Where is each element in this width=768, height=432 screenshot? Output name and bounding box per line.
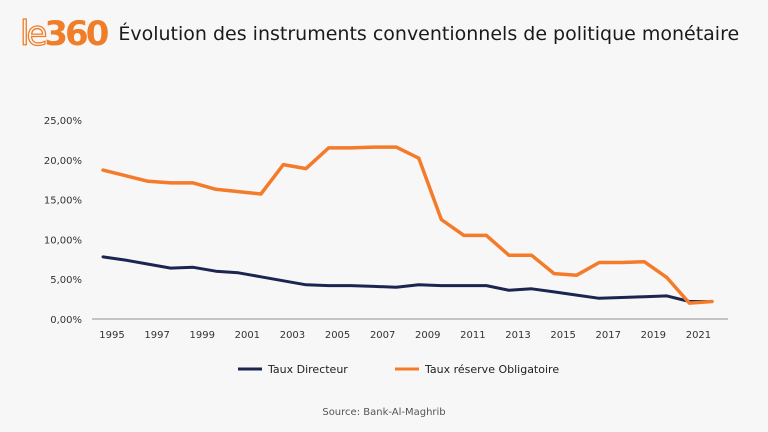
x-tick-label: 2009 <box>415 330 440 341</box>
legend: Taux Directeur Taux réserve Obligatoire <box>238 363 559 376</box>
x-tick-label: 2001 <box>235 330 260 341</box>
x-tick-label: 2021 <box>686 330 711 341</box>
y-tick-label: 5,00% <box>50 275 82 286</box>
y-tick-label: 20,00% <box>44 156 82 167</box>
x-tick-label: 1999 <box>189 330 214 341</box>
x-tick-label: 2011 <box>460 330 485 341</box>
series-line-taux-reserve-obligatoire <box>101 145 714 305</box>
legend-label: Taux réserve Obligatoire <box>424 363 559 376</box>
y-tick-label: 25,00% <box>44 116 82 127</box>
x-tick-label: 2015 <box>550 330 575 341</box>
x-tick-label: 2003 <box>280 330 305 341</box>
logo-number: 360 <box>44 14 109 54</box>
x-axis: 1995 1997 1999 2001 2003 2005 2007 2009 2011 2013… <box>99 330 711 341</box>
series-line-taux-directeur <box>101 255 714 303</box>
x-tick-label: 2005 <box>325 330 350 341</box>
x-tick-label: 2013 <box>505 330 530 341</box>
x-tick-label: 1997 <box>144 330 169 341</box>
header: le360 Évolution des instruments conventi… <box>19 14 740 54</box>
le360-logo: le360 <box>19 14 109 54</box>
y-tick-label: 10,00% <box>44 235 82 246</box>
x-tick-label: 1995 <box>99 330 124 341</box>
legend-label: Taux Directeur <box>267 363 348 376</box>
y-axis: 0,00% 5,00% 10,00% 15,00% 20,00% 25,00% <box>44 116 82 326</box>
y-tick-label: 0,00% <box>50 315 82 326</box>
chart-title: Évolution des instruments conventionnels… <box>118 23 740 45</box>
x-tick-label: 2007 <box>370 330 395 341</box>
logo-prefix: le <box>19 14 48 54</box>
y-tick-label: 15,00% <box>44 196 82 207</box>
x-tick-label: 2017 <box>595 330 620 341</box>
series-lines <box>101 145 714 305</box>
source-note: Source: Bank-Al-Maghrib <box>322 407 445 418</box>
x-tick-label: 2019 <box>641 330 666 341</box>
